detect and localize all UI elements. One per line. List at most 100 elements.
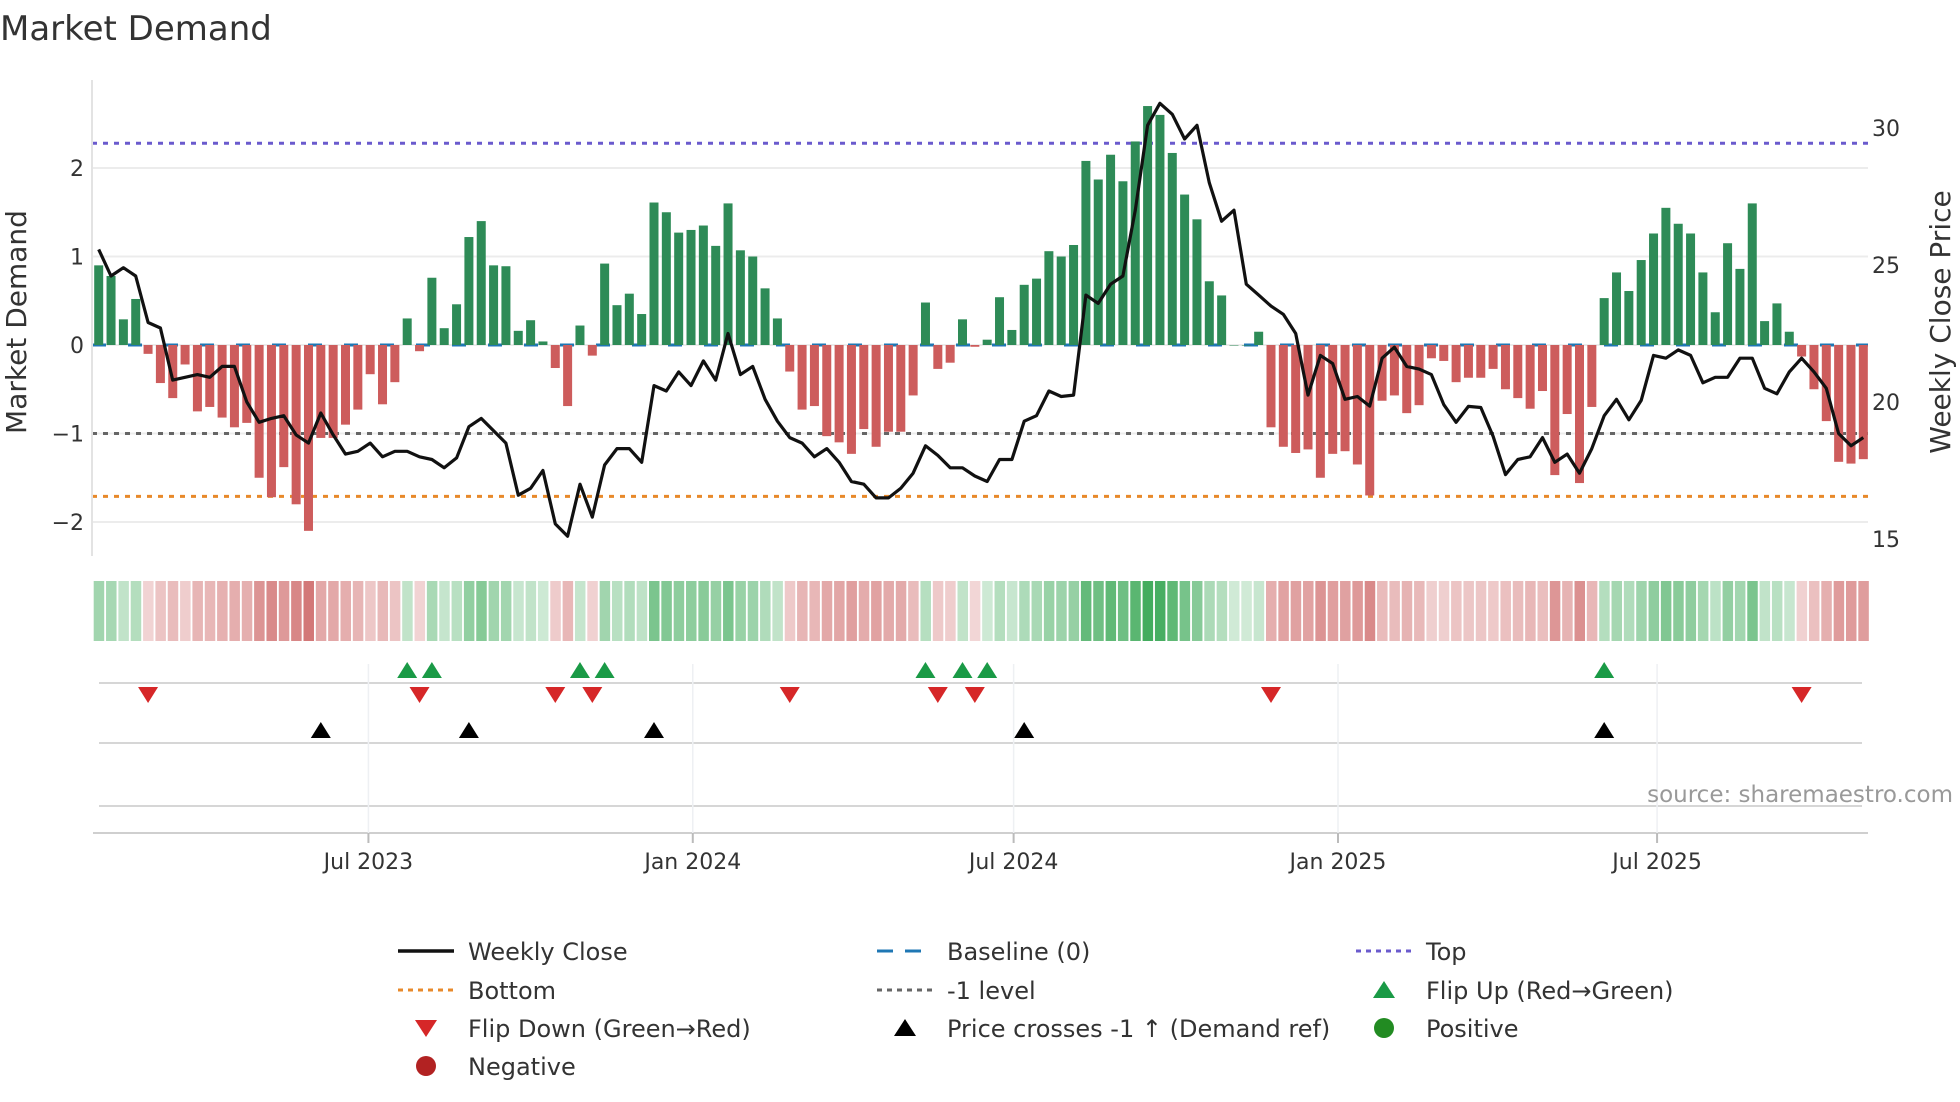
demand-bar xyxy=(316,345,326,438)
heat-cell xyxy=(1290,581,1302,641)
demand-bar xyxy=(1710,312,1720,345)
heat-cell xyxy=(562,581,574,641)
demand-bar xyxy=(1229,345,1239,346)
heat-cell xyxy=(488,581,500,641)
x-tick-label: Jan 2024 xyxy=(642,850,741,875)
demand-bar xyxy=(1352,345,1362,465)
demand-bar xyxy=(94,265,104,345)
flip-up-icon xyxy=(1373,981,1395,998)
heat-cell xyxy=(1352,581,1363,641)
demand-bar xyxy=(735,250,745,345)
demand-bar xyxy=(1402,345,1412,414)
reference-lines xyxy=(92,141,1868,498)
demand-bar xyxy=(155,345,165,384)
heat-cell xyxy=(1574,581,1585,641)
flip-up-marker xyxy=(977,662,998,678)
demand-bar xyxy=(1081,160,1091,345)
heat-cell xyxy=(1722,581,1734,641)
legend-item-bottom: Bottom xyxy=(398,977,556,1005)
demand-bar xyxy=(637,314,647,345)
price-cross-marker xyxy=(1594,722,1615,738)
demand-bar xyxy=(1389,345,1399,396)
demand-bar xyxy=(242,345,252,423)
heat-cell xyxy=(1228,581,1240,641)
heat-cell xyxy=(920,581,931,641)
heat-cell xyxy=(229,581,240,641)
demand-bar xyxy=(1760,321,1770,345)
x-tick-label: Jul 2025 xyxy=(1610,850,1702,875)
heat-cell xyxy=(1463,581,1474,641)
flip-down-icon xyxy=(415,1020,437,1037)
demand-bar xyxy=(180,345,190,365)
legend-label: Negative xyxy=(468,1053,576,1081)
heat-cell xyxy=(1315,581,1326,641)
demand-bar xyxy=(217,345,227,418)
x-tick-label: Jul 2024 xyxy=(967,850,1059,875)
flip-up-marker xyxy=(952,662,973,678)
legend-item-positive: Positive xyxy=(1374,1015,1519,1043)
y-axis-label: Market Demand xyxy=(0,210,33,434)
heat-cell xyxy=(1475,581,1487,641)
heat-cell xyxy=(1784,581,1795,641)
demand-bar xyxy=(1143,106,1153,345)
legend-label: -1 level xyxy=(947,977,1036,1005)
heat-cell xyxy=(1303,581,1314,641)
flip-down-marker xyxy=(964,687,985,703)
y2-tick-label: 25 xyxy=(1872,254,1900,279)
heat-cell xyxy=(1673,581,1684,641)
legend-label: Positive xyxy=(1426,1015,1519,1043)
demand-bar xyxy=(772,318,782,345)
heat-cell xyxy=(1216,581,1228,641)
heat-cell xyxy=(871,581,882,641)
heat-cell xyxy=(735,581,746,641)
legend-item-top: Top xyxy=(1356,938,1467,966)
heat-cell xyxy=(340,581,351,641)
demand-bar xyxy=(1241,345,1251,346)
demand-bar xyxy=(797,345,807,410)
demand-bar xyxy=(1673,223,1683,345)
legend-label: Bottom xyxy=(468,977,556,1005)
demand-bar xyxy=(106,275,116,345)
demand-bar xyxy=(439,328,449,345)
heat-cell xyxy=(180,581,191,641)
demand-bar xyxy=(1155,114,1165,346)
heat-cell xyxy=(143,581,154,641)
demand-bar xyxy=(649,202,659,345)
demand-bar xyxy=(1254,331,1264,345)
demand-bar xyxy=(834,345,844,443)
heat-cell xyxy=(1660,581,1672,641)
demand-bar xyxy=(1439,345,1449,361)
demand-bar xyxy=(464,237,474,345)
y-tick-label: 0 xyxy=(70,334,84,359)
heat-cell xyxy=(1771,581,1783,641)
legend-item-negative: Negative xyxy=(416,1053,576,1081)
demand-bar xyxy=(846,345,856,454)
heat-cell xyxy=(217,581,228,641)
demand-bar xyxy=(1414,345,1424,406)
heat-cell xyxy=(969,581,981,641)
demand-bar xyxy=(143,345,153,354)
heat-cell xyxy=(1278,581,1289,641)
heat-cell xyxy=(167,581,179,641)
demand-bar xyxy=(378,345,388,405)
heat-cell xyxy=(1266,581,1277,641)
heat-cell xyxy=(389,581,401,641)
demand-bar xyxy=(131,298,141,345)
heat-cell xyxy=(649,581,660,641)
demand-bar xyxy=(476,221,486,345)
demand-bar xyxy=(538,341,548,345)
flip-down-marker xyxy=(779,687,800,703)
demand-bar xyxy=(748,256,758,345)
heat-cell xyxy=(1154,581,1166,641)
demand-bar xyxy=(563,345,573,407)
demand-bar xyxy=(1476,345,1486,378)
demand-bar xyxy=(933,345,943,369)
heat-cell xyxy=(537,581,549,641)
heat-cell xyxy=(1179,581,1191,641)
heat-cell xyxy=(1426,581,1437,641)
demand-bar xyxy=(254,345,264,478)
heat-cell xyxy=(932,581,944,641)
heat-cell xyxy=(1623,581,1635,641)
flip-down-marker xyxy=(927,687,948,703)
heat-cell xyxy=(1068,581,1080,641)
